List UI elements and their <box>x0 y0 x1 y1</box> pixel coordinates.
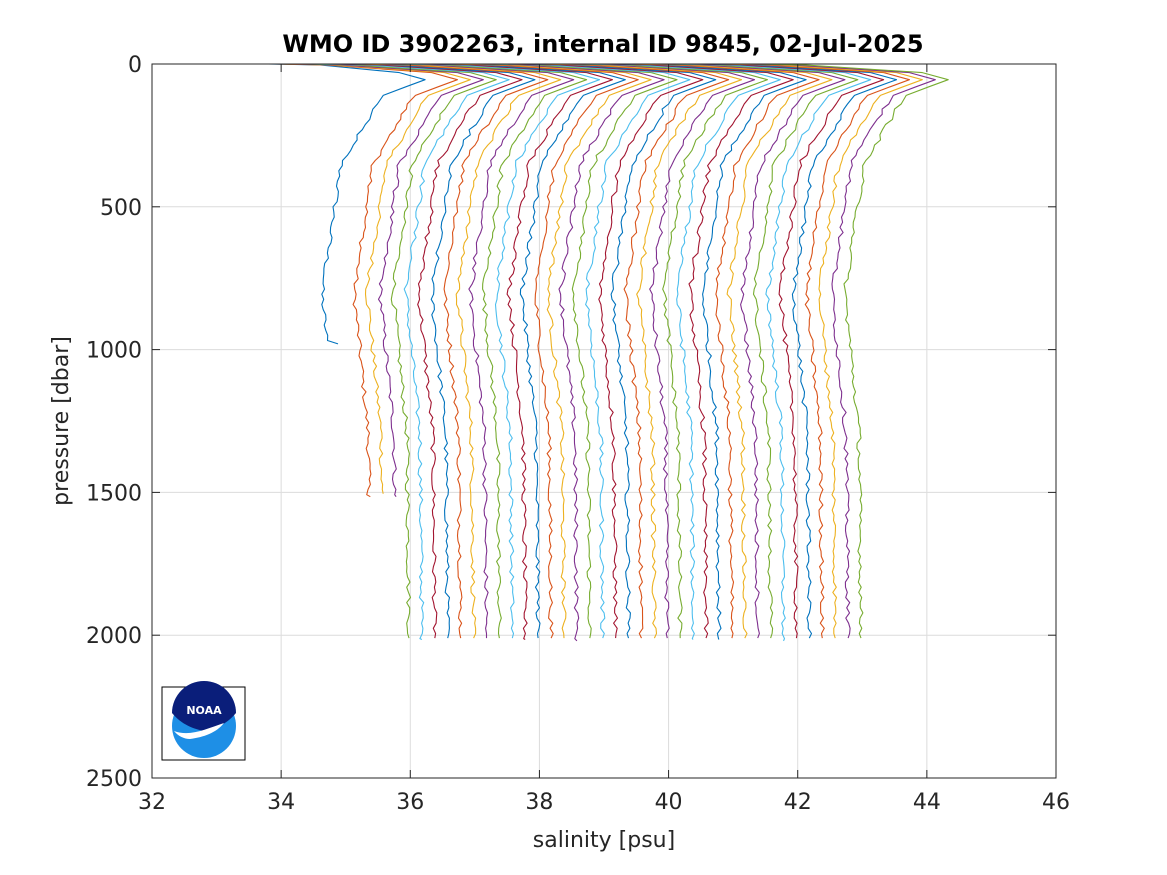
salinity-profile-line <box>584 63 781 640</box>
salinity-profile-line <box>649 63 846 639</box>
salinity-profile-line <box>339 63 536 639</box>
salinity-profile-line <box>610 63 807 640</box>
salinity-profile-line <box>687 63 885 639</box>
salinity-profile-line <box>545 63 743 639</box>
salinity-profile-line <box>429 63 626 639</box>
salinity-profile-line <box>274 63 458 498</box>
x-tick-label: 40 <box>655 790 683 815</box>
x-tick-labels: 32 34 36 38 40 42 44 46 <box>138 790 1070 815</box>
grid-lines <box>152 64 1056 778</box>
y-tick-label: 0 <box>128 53 142 78</box>
salinity-profile-line <box>752 63 949 639</box>
salinity-profile-line <box>713 63 910 639</box>
y-tick-label: 2500 <box>86 767 142 792</box>
plot-frame <box>151 63 1057 779</box>
salinity-profile-line <box>313 63 510 641</box>
salinity-profile-line <box>281 63 471 494</box>
salinity-profile-line <box>532 63 730 639</box>
salinity-profile-line <box>507 63 704 639</box>
salinity-profile-line <box>365 63 562 639</box>
salinity-profile-line <box>662 63 859 639</box>
salinity-profile-line <box>468 63 665 642</box>
salinity-profile-line <box>700 63 898 639</box>
salinity-profile-line <box>571 63 768 639</box>
profile-lines <box>268 63 949 642</box>
x-tick-label: 36 <box>396 790 424 815</box>
salinity-profile-line <box>377 63 575 639</box>
y-tick-labels: 0 500 1000 1500 2000 2500 <box>86 53 142 792</box>
salinity-profile-line <box>390 63 588 639</box>
salinity-profile-line <box>674 63 872 642</box>
salinity-profile-line <box>623 63 820 639</box>
salinity-profile-line <box>416 63 613 640</box>
salinity-profile-line <box>403 63 601 639</box>
salinity-profile-line <box>494 63 691 639</box>
salinity-profile-line <box>726 63 923 639</box>
y-tick-label: 1000 <box>86 339 142 364</box>
x-tick-label: 46 <box>1042 790 1070 815</box>
x-tick-label: 42 <box>784 790 812 815</box>
noaa-logo: NOAA <box>161 681 246 761</box>
salinity-profile-line <box>326 63 523 639</box>
salinity-profile-line <box>455 63 652 639</box>
noaa-logo-white-wave <box>174 723 224 739</box>
salinity-profile-line <box>300 63 497 639</box>
y-tick-label: 500 <box>100 196 142 221</box>
salinity-profile-line <box>287 63 484 498</box>
salinity-profile-line <box>481 63 678 639</box>
salinity-profile-line <box>636 63 833 639</box>
salinity-profile-line <box>442 63 639 639</box>
y-tick-label: 1500 <box>86 481 142 506</box>
axis-ticks <box>151 63 1057 779</box>
y-axis-label: pressure [dbar] <box>49 336 74 506</box>
salinity-profile-line <box>597 63 794 639</box>
salinity-profile-line <box>268 63 426 345</box>
x-tick-label: 44 <box>913 790 941 815</box>
salinity-profile-line <box>520 63 717 639</box>
x-tick-label: 38 <box>525 790 553 815</box>
salinity-profile-line <box>352 63 549 639</box>
noaa-logo-navy-bird <box>172 681 236 731</box>
x-tick-label: 34 <box>267 790 295 815</box>
salinity-profile-line <box>558 63 756 639</box>
y-tick-label: 2000 <box>86 624 142 649</box>
salinity-profile-line <box>739 63 936 639</box>
noaa-logo-text: NOAA <box>186 704 222 717</box>
x-axis-label: salinity [psu] <box>533 828 675 853</box>
chart-title: WMO ID 3902263, internal ID 9845, 02-Jul… <box>282 30 923 58</box>
x-tick-label: 32 <box>138 790 166 815</box>
